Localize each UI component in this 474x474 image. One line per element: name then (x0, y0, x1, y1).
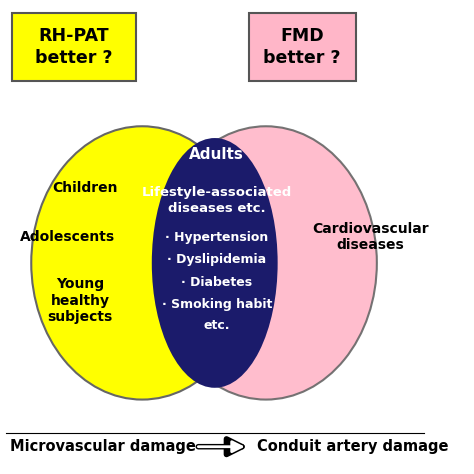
Text: FMD
better ?: FMD better ? (264, 27, 341, 67)
FancyBboxPatch shape (12, 13, 136, 82)
Text: · Diabetes: · Diabetes (181, 276, 253, 289)
Text: Young
healthy
subjects: Young healthy subjects (48, 277, 113, 324)
Text: · Dyslipidemia: · Dyslipidemia (167, 253, 266, 266)
Text: Adults: Adults (190, 147, 244, 162)
FancyBboxPatch shape (249, 13, 356, 82)
Text: · Hypertension: · Hypertension (165, 230, 268, 244)
Text: Cardiovascular
diseases: Cardiovascular diseases (312, 222, 429, 252)
Ellipse shape (31, 126, 253, 400)
Text: Children: Children (52, 181, 118, 194)
Text: · Smoking habit: · Smoking habit (162, 298, 272, 311)
Text: etc.: etc. (204, 319, 230, 332)
Ellipse shape (152, 138, 278, 388)
Text: RH-PAT
better ?: RH-PAT better ? (35, 27, 113, 67)
Text: Lifestyle-associated
diseases etc.: Lifestyle-associated diseases etc. (142, 186, 292, 215)
Ellipse shape (155, 126, 377, 400)
Text: Adolescents: Adolescents (20, 230, 115, 244)
Text: Conduit artery damage: Conduit artery damage (257, 439, 449, 454)
Text: Microvascular damage: Microvascular damage (10, 439, 196, 454)
